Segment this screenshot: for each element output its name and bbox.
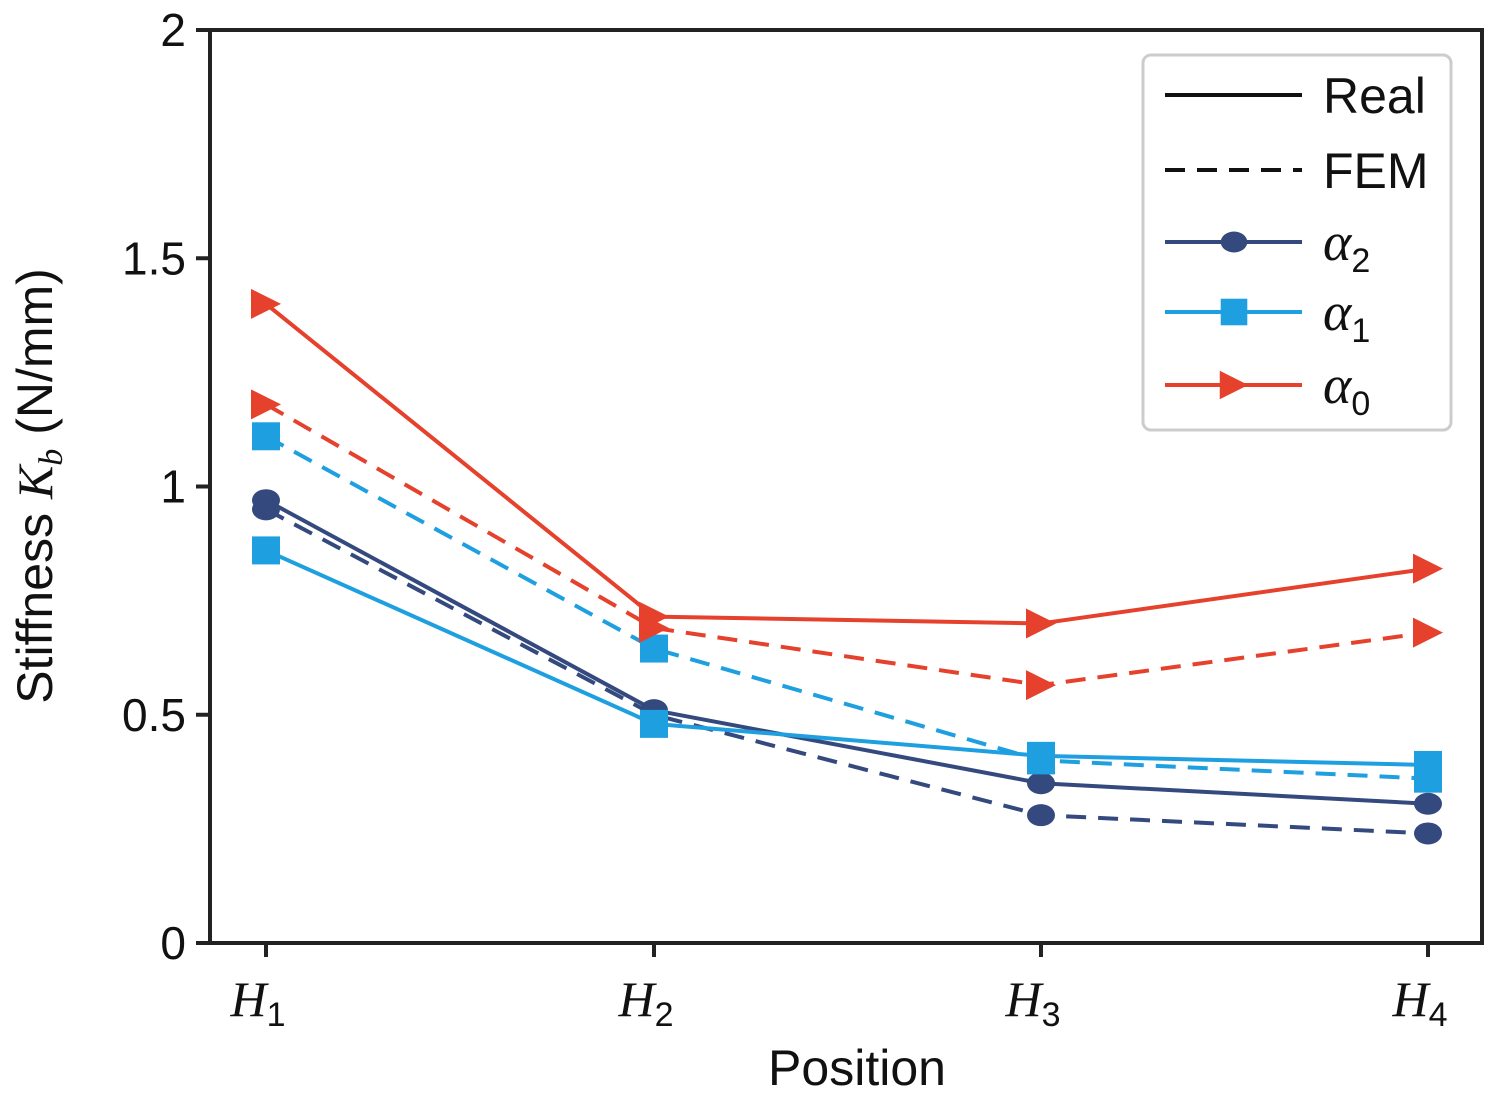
series-line <box>264 302 1429 626</box>
data-point <box>1414 822 1442 845</box>
data-point <box>251 288 281 319</box>
y-tick-label: 2 <box>160 4 186 56</box>
legend-item: α1 <box>1165 282 1370 350</box>
series-fem <box>252 422 1442 793</box>
series-line <box>265 548 1429 767</box>
x-tick-label-base: H <box>1391 971 1431 1027</box>
data-point <box>1026 608 1056 639</box>
data-point <box>1027 804 1055 827</box>
legend-item: FEM <box>1165 143 1429 199</box>
legend-item: α0 <box>1165 355 1370 423</box>
legend-marker <box>1220 231 1248 253</box>
data-point <box>252 422 280 451</box>
y-tick-label: 1.5 <box>122 232 186 284</box>
y-tick-label: 1 <box>160 461 186 513</box>
data-point <box>1027 746 1055 775</box>
x-axis-title: Position <box>768 1040 946 1096</box>
series-fem <box>251 389 1443 701</box>
x-tick-label-subscript: 1 <box>267 996 286 1034</box>
legend-label: α1 <box>1323 282 1370 350</box>
y-axis-title-suffix: (N/mm) <box>7 268 63 449</box>
data-point <box>639 613 669 644</box>
series-line <box>265 498 1429 806</box>
legend-label-base: α <box>1323 355 1353 415</box>
data-point <box>252 498 280 521</box>
data-point <box>1413 553 1443 584</box>
x-tick-label-base: H <box>617 971 657 1027</box>
legend-label-base: α <box>1323 282 1353 342</box>
legend-item: α2 <box>1165 212 1370 280</box>
x-tick-label: H2 <box>617 971 673 1034</box>
legend-label-subscript: 2 <box>1351 242 1370 280</box>
legend-label: FEM <box>1323 143 1429 199</box>
data-point <box>1414 764 1442 793</box>
data-point <box>1027 772 1055 795</box>
x-tick-label-subscript: 2 <box>655 996 674 1034</box>
data-point <box>1414 792 1442 815</box>
legend-label: Real <box>1323 68 1426 124</box>
legend-label: α0 <box>1323 355 1370 423</box>
series-real <box>251 288 1443 639</box>
data-point <box>1026 670 1056 701</box>
data-point <box>640 709 668 738</box>
x-tick-label-base: H <box>229 971 269 1027</box>
x-tick-label: H1 <box>229 971 285 1034</box>
series-line <box>265 434 1429 781</box>
legend-marker <box>1219 370 1249 400</box>
series-line <box>265 507 1429 836</box>
data-point <box>251 389 281 420</box>
x-tick-label-subscript: 4 <box>1429 996 1448 1034</box>
legend-label-base: α <box>1323 212 1353 272</box>
legend-label-subscript: 0 <box>1351 385 1370 423</box>
data-point <box>1413 617 1443 648</box>
data-point <box>252 536 280 565</box>
y-axis-title-subscript: b <box>33 449 70 466</box>
y-tick-label: 0.5 <box>122 689 186 741</box>
legend-label-subscript: 1 <box>1351 312 1370 350</box>
legend-item: Real <box>1165 68 1426 124</box>
plot-marks <box>251 288 1443 845</box>
x-tick-label-base: H <box>1004 971 1044 1027</box>
x-tick-label-subscript: 3 <box>1042 996 1061 1034</box>
y-axis-title-symbol: K <box>7 463 63 500</box>
series-line <box>265 402 1429 688</box>
y-axis-title: Stiffness Kb (N/mm) <box>7 268 70 704</box>
x-tick-label: H3 <box>1004 971 1060 1034</box>
legend-label: α2 <box>1323 212 1370 280</box>
y-tick-label: 0 <box>160 917 186 969</box>
x-tick-label: H4 <box>1391 971 1447 1034</box>
legend-marker <box>1220 298 1248 326</box>
y-axis-title-prefix: Stiffness <box>7 499 63 704</box>
